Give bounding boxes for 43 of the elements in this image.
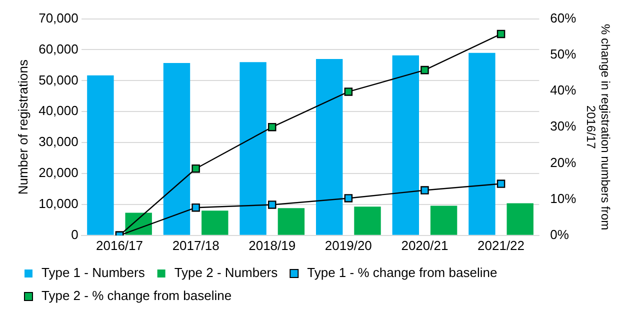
x-tick-label: 2016/17 xyxy=(96,238,144,253)
legend-label: Type 1 - % change from baseline xyxy=(307,265,498,280)
y-tick-label: 70,000 xyxy=(38,10,78,26)
x-tick-label: 2018/19 xyxy=(248,238,296,253)
bar xyxy=(506,203,534,235)
x-tick-label: 2017/18 xyxy=(172,238,220,253)
point xyxy=(192,164,200,173)
bar xyxy=(354,206,381,235)
bar xyxy=(202,210,228,235)
legend-label: Type 2 - Numbers xyxy=(174,265,278,280)
y2-tick-label: 20% xyxy=(550,154,577,170)
y-tick-label: 50,000 xyxy=(38,72,78,88)
x-tick-label: 2020/21 xyxy=(401,238,448,253)
point xyxy=(268,122,276,132)
y2-tick-label: 30% xyxy=(550,118,577,134)
y2-tick-label: 50% xyxy=(550,46,577,62)
y-tick-label: 0 xyxy=(71,226,78,242)
bar xyxy=(278,208,305,235)
y-tick-label: 20,000 xyxy=(38,165,78,180)
legend-label: Type 1 - Numbers xyxy=(42,265,146,280)
y2-tick-label: 40% xyxy=(550,82,577,98)
point xyxy=(344,88,353,96)
point xyxy=(268,200,276,209)
y2-tick-label: 0% xyxy=(550,226,570,242)
x-tick-label: 2019/20 xyxy=(324,238,372,253)
y-axis-title: Number of registrations xyxy=(15,59,30,195)
point xyxy=(496,180,506,188)
y2-axis-title: % change in registration numbers from 2016/17 xyxy=(584,24,612,230)
point xyxy=(192,203,200,212)
legend-label: Type 2 - % change from baseline xyxy=(42,288,232,304)
point xyxy=(344,194,353,202)
y2-tick-label: 10% xyxy=(550,190,577,206)
y-tick-label: 40,000 xyxy=(38,103,78,118)
y-tick-label: 60,000 xyxy=(38,41,78,56)
x-tick-label: 2021/22 xyxy=(478,238,525,253)
point xyxy=(496,30,506,38)
y2-tick-label: 60% xyxy=(550,10,577,26)
bar xyxy=(430,206,458,235)
bar xyxy=(316,59,343,235)
y-tick-label: 30,000 xyxy=(38,134,78,150)
point xyxy=(420,66,429,74)
point xyxy=(420,186,429,194)
y-tick-label: 10,000 xyxy=(38,196,78,212)
